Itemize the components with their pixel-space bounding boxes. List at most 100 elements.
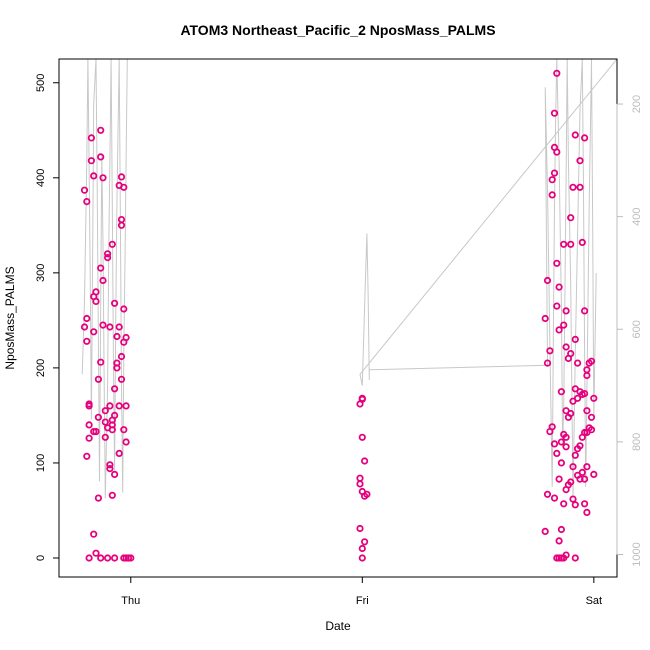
data-point — [111, 554, 119, 562]
data-point — [587, 357, 596, 365]
data-point — [85, 400, 93, 408]
data-point — [94, 494, 103, 502]
data-point — [590, 470, 598, 478]
points-layer — [80, 69, 598, 562]
series-line — [81, 59, 617, 499]
data-point — [90, 530, 98, 538]
data-point — [92, 549, 100, 557]
data-point — [569, 495, 577, 503]
data-point — [117, 216, 126, 224]
data-point — [553, 69, 561, 77]
data-point — [120, 426, 128, 434]
data-point — [356, 524, 364, 533]
data-point — [83, 314, 91, 323]
data-point — [99, 276, 107, 285]
data-point — [360, 538, 369, 546]
data-point — [90, 427, 98, 436]
line-layer — [81, 59, 617, 499]
data-point — [550, 494, 559, 502]
data-point — [358, 433, 366, 441]
y-tick-label: 200 — [35, 359, 47, 377]
data-point — [571, 131, 579, 139]
data-point — [571, 451, 579, 459]
data-point — [580, 500, 589, 508]
data-point — [90, 172, 98, 180]
data-point — [548, 191, 556, 199]
data-point — [567, 214, 575, 222]
data-point — [122, 402, 130, 410]
data-point — [104, 250, 112, 258]
data-point — [550, 440, 559, 448]
data-point — [560, 321, 568, 329]
data-point — [543, 276, 552, 285]
data-point — [85, 434, 93, 442]
data-point — [117, 352, 126, 361]
data-point — [557, 525, 566, 534]
data-point — [85, 421, 93, 429]
data-point — [122, 333, 130, 342]
data-point — [104, 554, 112, 562]
data-point — [92, 297, 100, 305]
data-point — [94, 375, 103, 383]
data-point — [117, 173, 126, 181]
x-tick-label: Thu — [121, 595, 140, 607]
data-point — [83, 337, 91, 345]
data-point — [111, 470, 119, 478]
data-point — [87, 157, 96, 165]
data-point — [115, 323, 123, 331]
data-point — [569, 183, 577, 191]
y-tick-label: 0 — [35, 555, 47, 561]
data-point — [562, 433, 570, 441]
data-point — [567, 349, 575, 358]
data-point — [104, 424, 112, 432]
data-point — [106, 323, 114, 331]
data-point — [562, 307, 570, 315]
data-point — [587, 413, 596, 421]
data-point — [120, 183, 128, 191]
data-point — [562, 551, 570, 559]
data-point — [117, 375, 126, 383]
data-point — [562, 343, 570, 351]
plot-frame — [58, 58, 618, 578]
data-point — [360, 457, 369, 465]
y-tick-label: 500 — [35, 74, 47, 92]
x-axis-label: Date — [325, 619, 351, 633]
data-point — [101, 407, 109, 415]
y-right-tick-label: 600 — [631, 320, 643, 338]
data-point — [550, 109, 559, 117]
data-point — [120, 305, 128, 313]
data-point — [555, 326, 563, 334]
data-point — [543, 490, 552, 498]
data-point — [548, 176, 556, 184]
data-point — [573, 394, 582, 402]
data-point — [546, 427, 554, 436]
data-point — [90, 328, 98, 336]
data-point — [587, 426, 596, 434]
data-point — [99, 321, 107, 329]
data-point — [571, 554, 579, 562]
data-point — [583, 463, 591, 471]
data-point — [576, 442, 584, 450]
data-point — [117, 221, 126, 229]
data-point — [108, 240, 116, 248]
data-point — [99, 174, 107, 182]
data-point — [553, 302, 561, 310]
data-point — [560, 500, 568, 508]
data-point — [108, 416, 116, 424]
data-point — [583, 407, 591, 415]
data-point — [569, 463, 577, 471]
data-point — [571, 501, 579, 509]
data-point — [576, 157, 584, 165]
y-right-tick-label: 1000 — [631, 542, 643, 566]
data-point — [580, 307, 589, 315]
data-point — [580, 134, 589, 142]
data-point — [553, 148, 561, 156]
data-point — [553, 259, 561, 267]
y-axis-left: 0 100 200 300 400 500 — [35, 74, 60, 561]
data-point — [87, 134, 96, 142]
data-point — [580, 475, 589, 483]
x-tick-label: Sat — [586, 595, 603, 607]
data-point — [555, 283, 563, 291]
data-point — [97, 153, 105, 161]
